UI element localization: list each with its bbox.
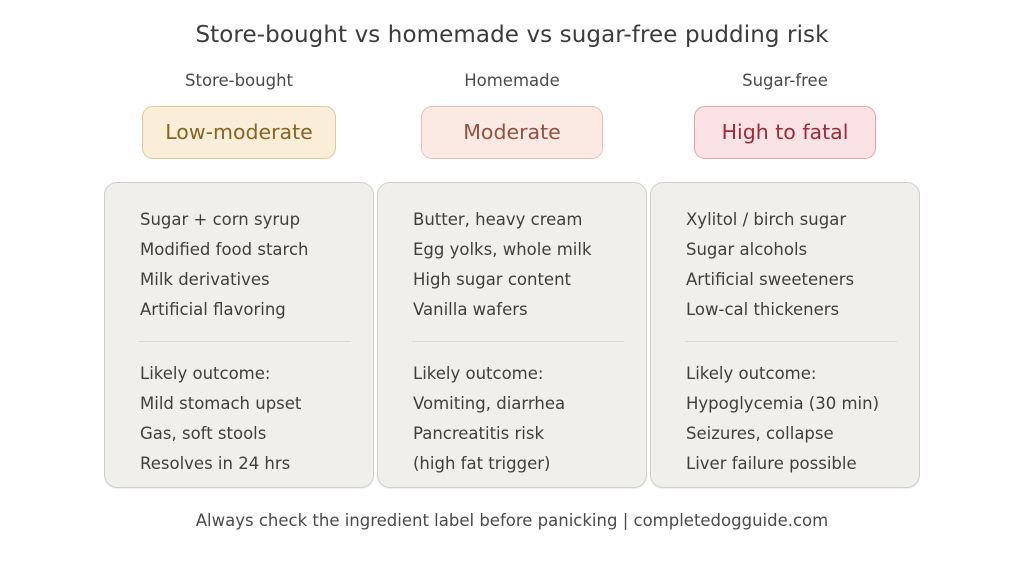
list-item: Egg yolks, whole milk xyxy=(413,239,592,259)
ingredient-list-sugar-free: Xylitol / birch sugar Sugar alcohols Art… xyxy=(651,205,919,325)
card-divider xyxy=(139,340,351,342)
ingredient-list-homemade: Butter, heavy cream Egg yolks, whole mil… xyxy=(378,205,646,325)
list-item: Vanilla wafers xyxy=(413,299,528,319)
list-item: Low-cal thickeners xyxy=(686,299,840,319)
list-item: Mild stomach upset xyxy=(140,393,302,413)
detail-card-sugar-free: Xylitol / birch sugar Sugar alcohols Art… xyxy=(650,181,920,488)
list-item: Hypoglycemia (30 min) xyxy=(686,393,880,413)
ingredient-list-store-bought: Sugar + corn syrup Modified food starch … xyxy=(105,205,373,325)
risk-badge-label: High to fatal xyxy=(721,119,849,144)
comparison-columns: Store-bought Low-moderate Sugar + corn s… xyxy=(0,71,1024,488)
column-homemade: Homemade Moderate Butter, heavy cream Eg… xyxy=(377,71,647,488)
list-item: Liver failure possible xyxy=(686,453,857,473)
list-item: Milk derivatives xyxy=(140,269,270,289)
outcome-list-sugar-free: Likely outcome: Hypoglycemia (30 min) Se… xyxy=(651,359,919,479)
outcome-list-homemade: Likely outcome: Vomiting, diarrhea Pancr… xyxy=(378,359,646,479)
risk-badge-label: Low-moderate xyxy=(165,119,313,144)
column-sugar-free: Sugar-free High to fatal Xylitol / birch… xyxy=(650,71,920,488)
list-item: Seizures, collapse xyxy=(686,423,834,443)
list-item: Sugar + corn syrup xyxy=(140,209,301,229)
list-item: Butter, heavy cream xyxy=(413,209,583,229)
card-divider xyxy=(685,340,897,342)
list-item: Vomiting, diarrhea xyxy=(413,393,566,413)
column-store-bought: Store-bought Low-moderate Sugar + corn s… xyxy=(104,71,374,488)
column-heading-sugar-free: Sugar-free xyxy=(742,70,828,90)
list-item: Artificial flavoring xyxy=(140,299,286,319)
outcome-label: Likely outcome: xyxy=(140,363,271,383)
list-item: High sugar content xyxy=(413,269,572,289)
detail-card-store-bought: Sugar + corn syrup Modified food starch … xyxy=(104,181,374,488)
list-item: Gas, soft stools xyxy=(140,423,267,443)
detail-card-homemade: Butter, heavy cream Egg yolks, whole mil… xyxy=(377,181,647,488)
risk-badge-store-bought: Low-moderate xyxy=(142,105,336,159)
list-item: Modified food starch xyxy=(140,239,309,259)
page-title: Store-bought vs homemade vs sugar-free p… xyxy=(195,22,829,48)
outcome-list-store-bought: Likely outcome: Mild stomach upset Gas, … xyxy=(105,359,373,479)
list-item: (high fat trigger) xyxy=(413,453,551,473)
list-item: Sugar alcohols xyxy=(686,239,808,259)
list-item: Resolves in 24 hrs xyxy=(140,453,291,473)
outcome-label: Likely outcome: xyxy=(686,363,817,383)
outcome-label: Likely outcome: xyxy=(413,363,544,383)
list-item: Artificial sweeteners xyxy=(686,269,855,289)
card-divider xyxy=(412,340,624,342)
list-item: Pancreatitis risk xyxy=(413,423,545,443)
column-heading-homemade: Homemade xyxy=(464,70,560,90)
risk-badge-sugar-free: High to fatal xyxy=(694,105,876,159)
risk-badge-label: Moderate xyxy=(463,119,561,144)
list-item: Xylitol / birch sugar xyxy=(686,209,847,229)
footer-note: Always check the ingredient label before… xyxy=(195,510,829,530)
risk-badge-homemade: Moderate xyxy=(421,105,603,159)
column-heading-store-bought: Store-bought xyxy=(185,70,293,90)
